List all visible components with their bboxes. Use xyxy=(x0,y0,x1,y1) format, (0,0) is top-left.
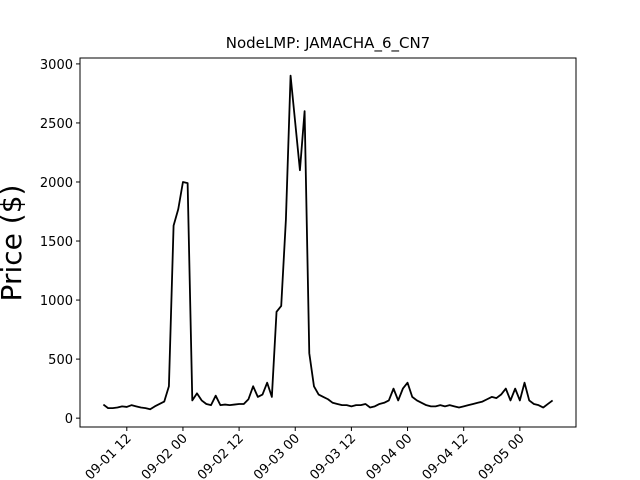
y-tick-label: 3000 xyxy=(40,58,73,73)
price-line xyxy=(102,74,554,411)
plot-frame xyxy=(79,57,577,428)
y-axis-label: Price ($) xyxy=(0,185,28,302)
y-tick-label: 0 xyxy=(65,412,73,427)
y-tick-label: 2000 xyxy=(40,176,73,191)
y-tick-label: 500 xyxy=(48,353,73,368)
y-tick-label: 1000 xyxy=(40,294,73,309)
y-tick-label: 2500 xyxy=(40,117,73,132)
chart-title: NodeLMP: JAMACHA_6_CN7 xyxy=(226,34,430,53)
y-tick-label: 1500 xyxy=(40,235,73,250)
